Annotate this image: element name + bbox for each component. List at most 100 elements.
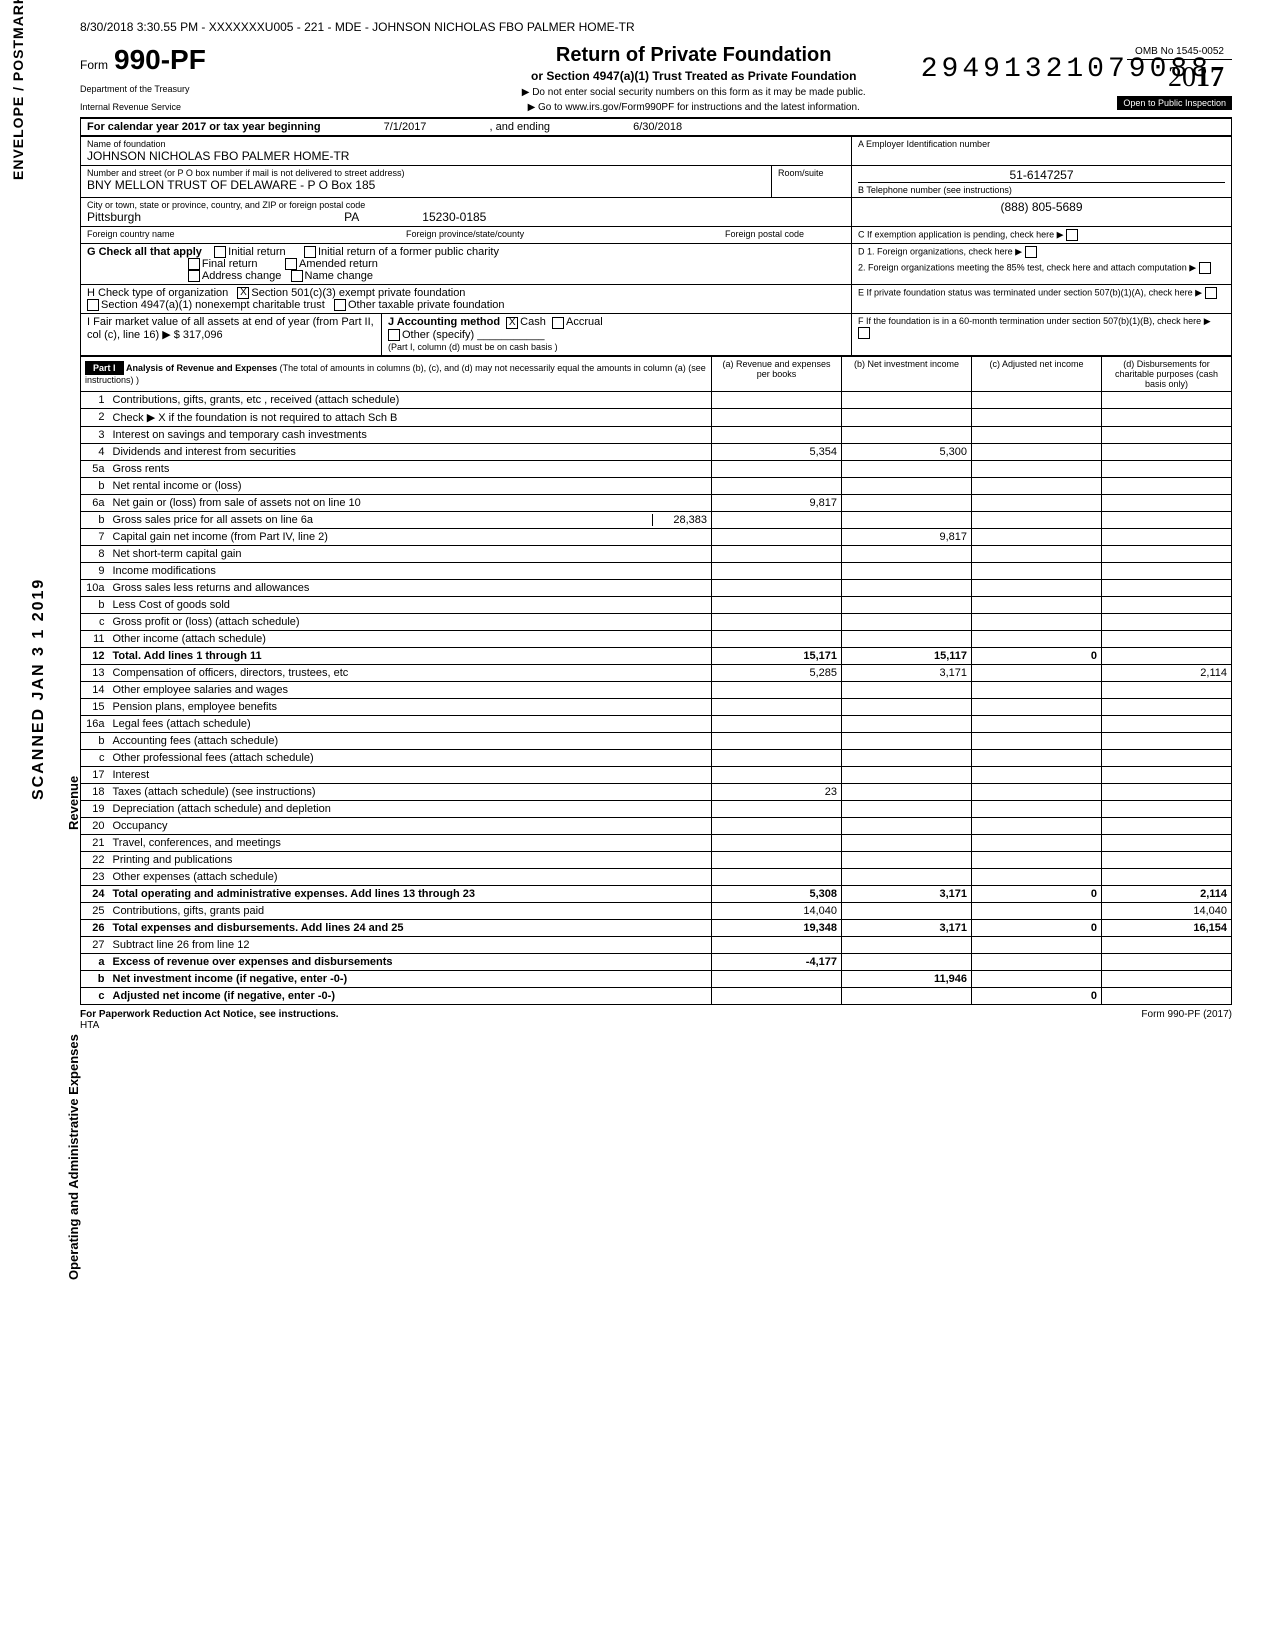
h-other-checkbox[interactable] — [334, 299, 346, 311]
g-name-change-checkbox[interactable] — [291, 270, 303, 282]
part1-table: Part I Analysis of Revenue and Expenses … — [80, 356, 1232, 1005]
table-row: aExcess of revenue over expenses and dis… — [81, 953, 1232, 970]
amount-cell — [1102, 749, 1232, 766]
h-501c3-checkbox[interactable]: X — [237, 287, 249, 299]
line-number: 2 — [81, 408, 109, 426]
table-row: cOther professional fees (attach schedul… — [81, 749, 1232, 766]
line-description: Other expenses (attach schedule) — [109, 868, 712, 885]
amount-cell — [712, 715, 842, 732]
address-value: BNY MELLON TRUST OF DELAWARE - P O Box 1… — [87, 178, 765, 192]
line-description: Legal fees (attach schedule) — [109, 715, 712, 732]
line-description: Other employee salaries and wages — [109, 681, 712, 698]
g-former-public-checkbox[interactable] — [304, 246, 316, 258]
amount-cell: 11,946 — [842, 970, 972, 987]
h-4947-checkbox[interactable] — [87, 299, 99, 311]
irs-label: Internal Revenue Service — [80, 102, 270, 112]
amount-cell — [1102, 953, 1232, 970]
g-opt-1: Final return — [202, 258, 258, 270]
line-description: Net gain or (loss) from sale of assets n… — [109, 494, 712, 511]
line-number: 20 — [81, 817, 109, 834]
zip-value: 15230-0185 — [422, 210, 486, 224]
amount-cell — [972, 970, 1102, 987]
f-checkbox[interactable] — [858, 327, 870, 339]
revenue-section-label: Revenue — [66, 776, 81, 830]
g-label: G Check all that apply — [87, 246, 202, 258]
e-checkbox[interactable] — [1205, 287, 1217, 299]
table-row: 6aNet gain or (loss) from sale of assets… — [81, 494, 1232, 511]
col-b-header: (b) Net investment income — [842, 356, 972, 391]
foreign-country-label: Foreign country name — [87, 229, 406, 241]
amount-cell — [972, 613, 1102, 630]
amount-cell — [1102, 391, 1232, 408]
amount-cell — [1102, 613, 1232, 630]
e-label: E If private foundation status was termi… — [858, 288, 1193, 298]
g-address-change-checkbox[interactable] — [188, 270, 200, 282]
line-number: b — [81, 732, 109, 749]
line-number: 17 — [81, 766, 109, 783]
d1-checkbox[interactable] — [1025, 246, 1037, 258]
amount-cell — [712, 545, 842, 562]
amount-cell — [972, 494, 1102, 511]
amount-cell — [972, 579, 1102, 596]
amount-cell — [972, 664, 1102, 681]
amount-cell — [1102, 987, 1232, 1004]
j-cash: Cash — [520, 316, 546, 328]
amount-cell — [1102, 817, 1232, 834]
g-amended-checkbox[interactable] — [285, 258, 297, 270]
amount-cell: 9,817 — [712, 494, 842, 511]
g-final-return-checkbox[interactable] — [188, 258, 200, 270]
amount-cell — [712, 800, 842, 817]
line-number: 23 — [81, 868, 109, 885]
table-row: 12Total. Add lines 1 through 1115,17115,… — [81, 647, 1232, 664]
paperwork-notice: For Paperwork Reduction Act Notice, see … — [80, 1009, 339, 1020]
form-number: 990-PF — [114, 44, 206, 76]
line-number: 7 — [81, 528, 109, 545]
amount-cell: 0 — [972, 647, 1102, 664]
line-number: 24 — [81, 885, 109, 902]
public-inspection-label: Open to Public Inspection — [1117, 96, 1232, 110]
amount-cell — [842, 391, 972, 408]
line-description: Depreciation (attach schedule) and deple… — [109, 800, 712, 817]
j-other: Other (specify) — [402, 329, 474, 341]
amount-cell — [842, 511, 972, 528]
line-description: Gross sales price for all assets on line… — [109, 511, 712, 528]
amount-cell — [842, 936, 972, 953]
line-number: 10a — [81, 579, 109, 596]
table-row: 3Interest on savings and temporary cash … — [81, 426, 1232, 443]
amount-cell — [712, 426, 842, 443]
table-row: 23Other expenses (attach schedule) — [81, 868, 1232, 885]
amount-cell — [1102, 800, 1232, 817]
amount-cell: 3,171 — [842, 919, 972, 936]
d2-checkbox[interactable] — [1199, 262, 1211, 274]
phone-label: B Telephone number (see instructions) — [858, 182, 1225, 195]
table-row: 10aGross sales less returns and allowanc… — [81, 579, 1232, 596]
table-row: bNet investment income (if negative, ent… — [81, 970, 1232, 987]
amount-cell — [712, 868, 842, 885]
j-cash-checkbox[interactable]: X — [506, 317, 518, 329]
c-checkbox[interactable] — [1066, 229, 1078, 241]
amount-cell — [712, 987, 842, 1004]
line-description: Other professional fees (attach schedule… — [109, 749, 712, 766]
line-description: Taxes (attach schedule) (see instruction… — [109, 783, 712, 800]
table-row: 26Total expenses and disbursements. Add … — [81, 919, 1232, 936]
line-number: 9 — [81, 562, 109, 579]
table-row: 27Subtract line 26 from line 12 — [81, 936, 1232, 953]
amount-cell — [1102, 579, 1232, 596]
j-accrual-checkbox[interactable] — [552, 317, 564, 329]
table-row: 18Taxes (attach schedule) (see instructi… — [81, 783, 1232, 800]
amount-cell: 23 — [712, 783, 842, 800]
table-row: bLess Cost of goods sold — [81, 596, 1232, 613]
h-opt3: Other taxable private foundation — [348, 299, 505, 311]
amount-cell — [1102, 936, 1232, 953]
amount-cell — [712, 562, 842, 579]
line-number: 4 — [81, 443, 109, 460]
amount-cell — [842, 868, 972, 885]
j-other-checkbox[interactable] — [388, 329, 400, 341]
amount-cell: 2,114 — [1102, 885, 1232, 902]
line-number: 1 — [81, 391, 109, 408]
amount-cell — [712, 698, 842, 715]
amount-cell — [842, 902, 972, 919]
line-description: Contributions, gifts, grants paid — [109, 902, 712, 919]
table-row: bGross sales price for all assets on lin… — [81, 511, 1232, 528]
g-initial-return-checkbox[interactable] — [214, 246, 226, 258]
